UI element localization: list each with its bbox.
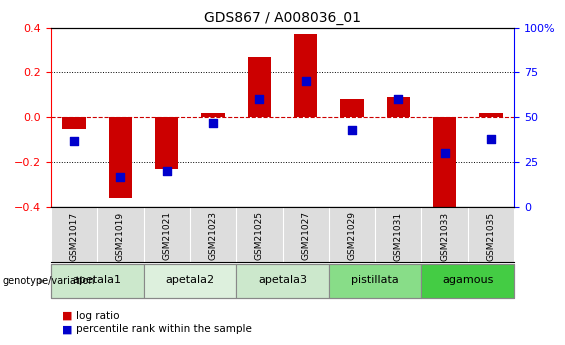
Bar bbox=[479, 113, 503, 117]
Bar bbox=[62, 117, 86, 128]
Point bbox=[162, 168, 171, 174]
Text: GSM21025: GSM21025 bbox=[255, 211, 264, 260]
Point bbox=[301, 79, 310, 84]
Point bbox=[347, 127, 357, 132]
Text: apetala1: apetala1 bbox=[73, 275, 121, 285]
Bar bbox=[294, 34, 318, 117]
FancyBboxPatch shape bbox=[236, 264, 329, 298]
Point bbox=[394, 97, 403, 102]
Point bbox=[255, 97, 264, 102]
Text: GSM21017: GSM21017 bbox=[69, 211, 79, 260]
Bar bbox=[247, 57, 271, 117]
Text: GSM21027: GSM21027 bbox=[301, 211, 310, 260]
Text: agamous: agamous bbox=[442, 275, 493, 285]
Bar bbox=[386, 97, 410, 117]
Point bbox=[440, 150, 449, 156]
Title: GDS867 / A008036_01: GDS867 / A008036_01 bbox=[204, 11, 361, 25]
Bar bbox=[202, 113, 225, 117]
Text: ■: ■ bbox=[62, 325, 73, 334]
Bar bbox=[108, 117, 132, 198]
Text: pistillata: pistillata bbox=[351, 275, 399, 285]
Point bbox=[116, 174, 125, 179]
Text: log ratio: log ratio bbox=[76, 311, 120, 321]
Bar bbox=[433, 117, 457, 207]
Text: GSM21031: GSM21031 bbox=[394, 211, 403, 260]
FancyBboxPatch shape bbox=[329, 264, 421, 298]
Point bbox=[486, 136, 496, 141]
Text: apetala2: apetala2 bbox=[166, 275, 214, 285]
Text: percentile rank within the sample: percentile rank within the sample bbox=[76, 325, 252, 334]
Point bbox=[69, 138, 79, 144]
Text: GSM21029: GSM21029 bbox=[347, 211, 357, 260]
Text: GSM21035: GSM21035 bbox=[486, 211, 496, 260]
FancyBboxPatch shape bbox=[51, 264, 144, 298]
FancyBboxPatch shape bbox=[421, 264, 514, 298]
Text: GSM21019: GSM21019 bbox=[116, 211, 125, 260]
Bar bbox=[340, 99, 364, 117]
Text: genotype/variation: genotype/variation bbox=[3, 276, 95, 286]
Point bbox=[208, 120, 218, 126]
Text: GSM21033: GSM21033 bbox=[440, 211, 449, 260]
Text: ■: ■ bbox=[62, 311, 73, 321]
Text: apetala3: apetala3 bbox=[258, 275, 307, 285]
Bar bbox=[155, 117, 179, 169]
FancyBboxPatch shape bbox=[144, 264, 236, 298]
Text: GSM21021: GSM21021 bbox=[162, 211, 171, 260]
Text: GSM21023: GSM21023 bbox=[208, 211, 218, 260]
